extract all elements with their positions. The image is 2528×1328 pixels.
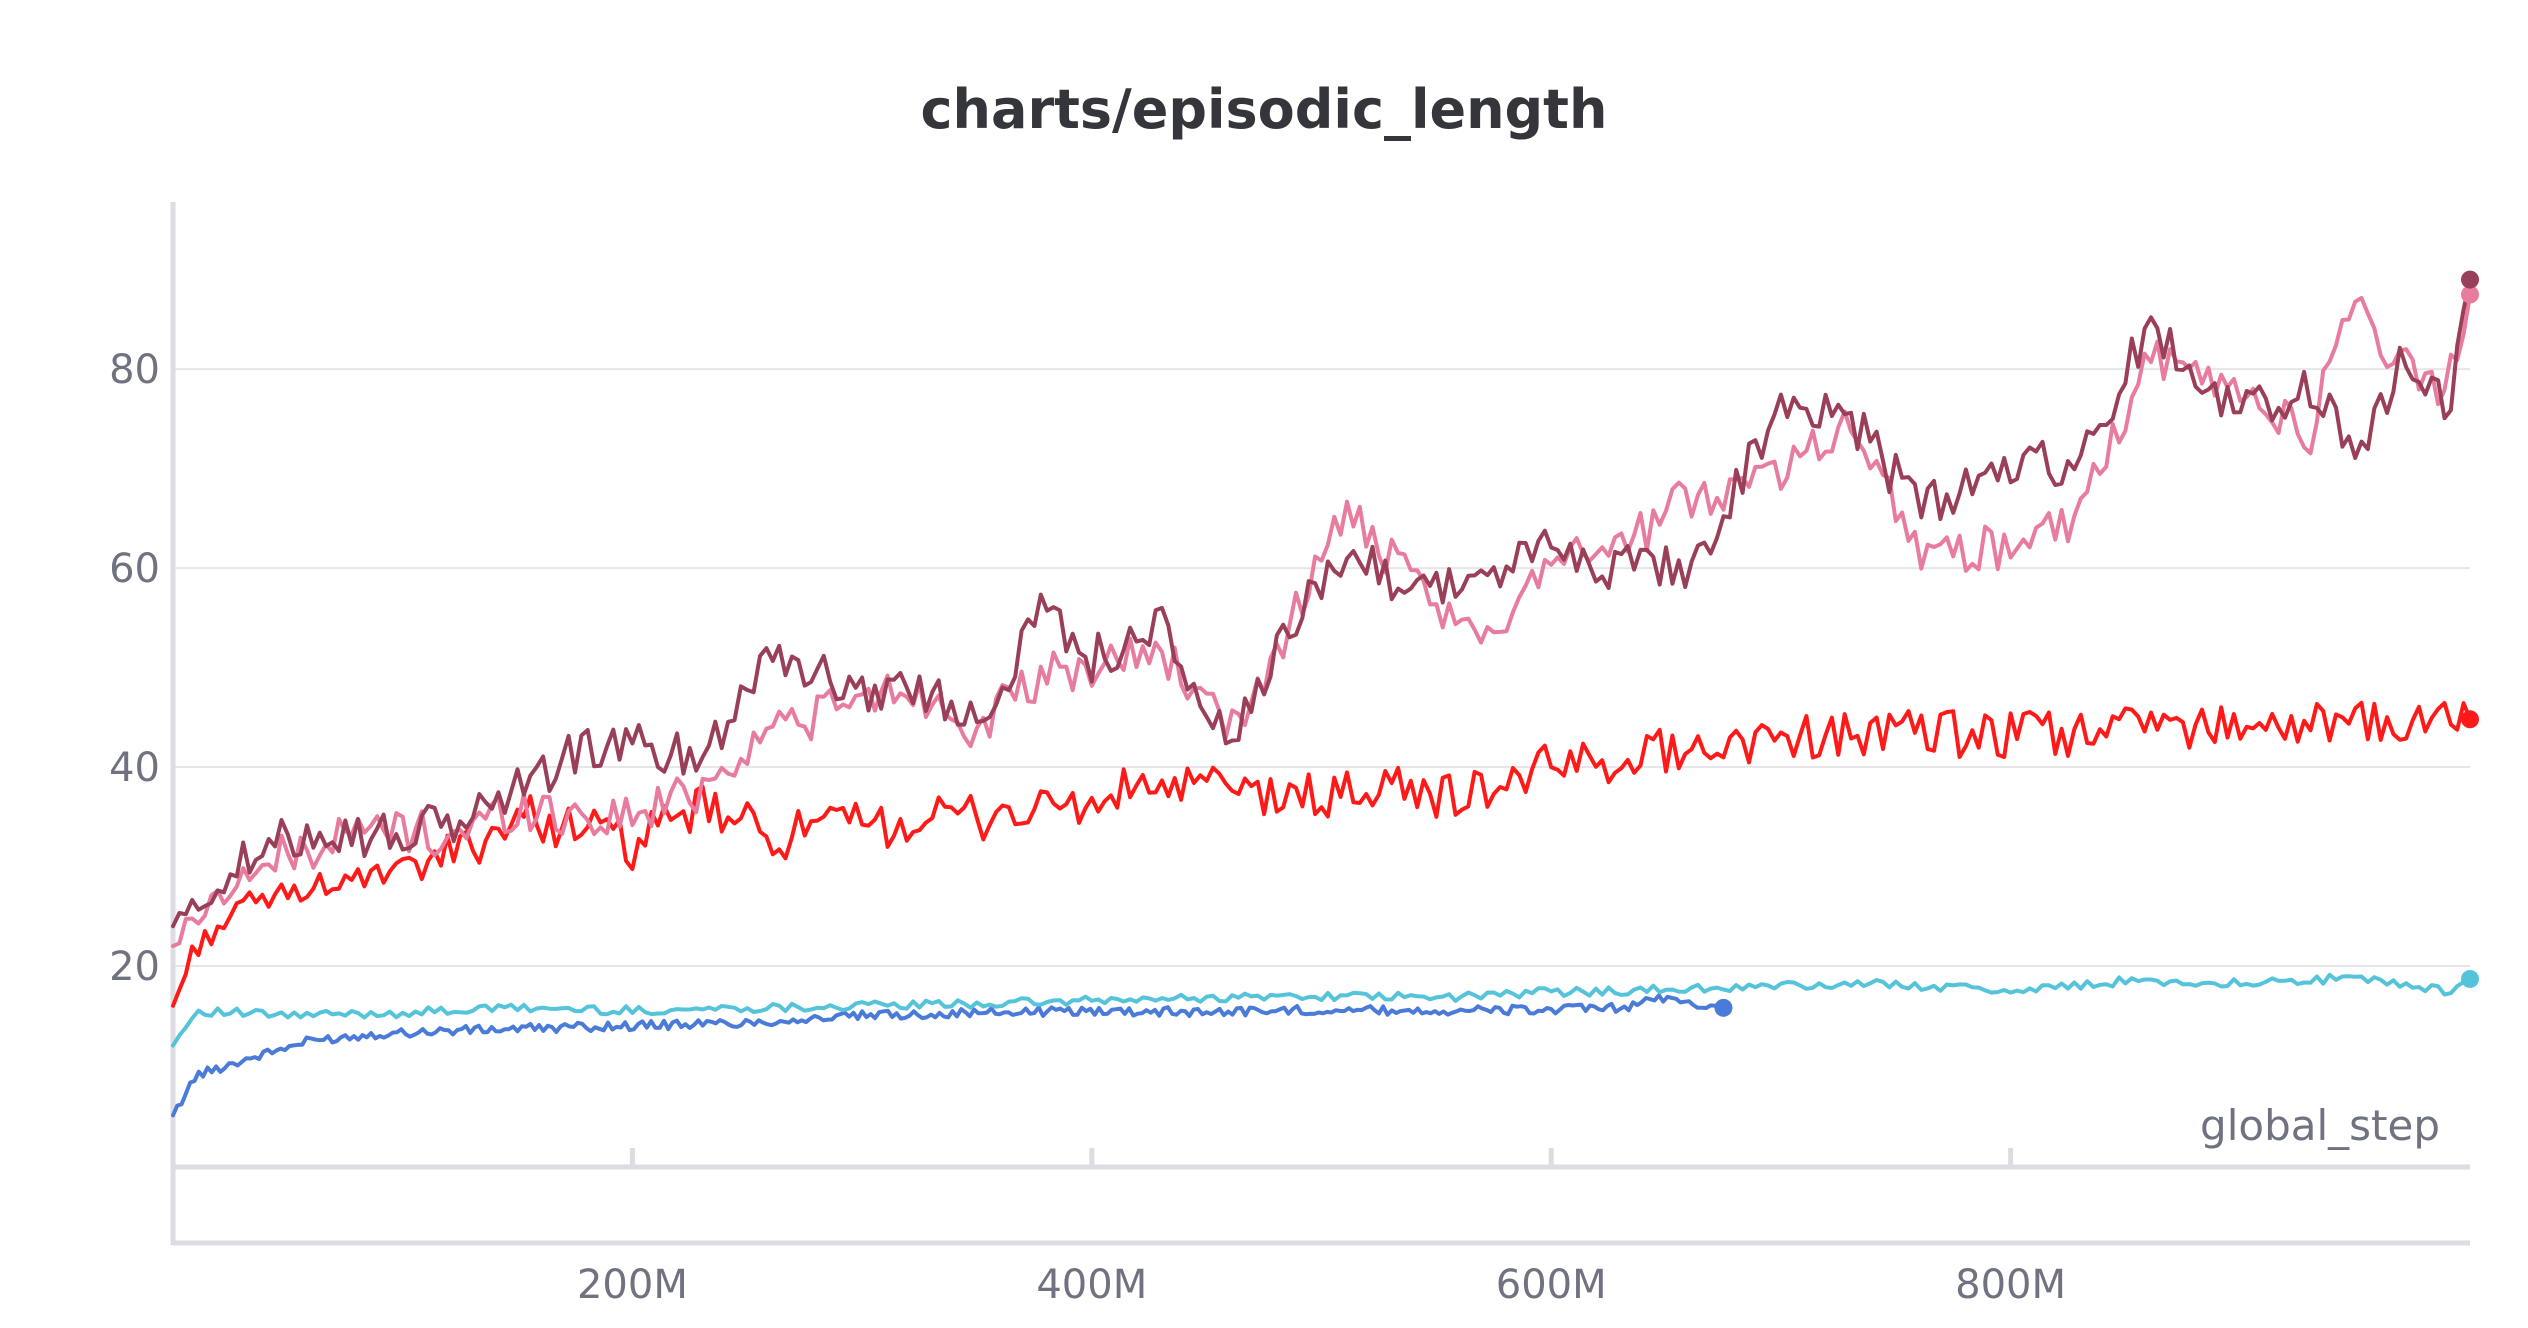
x-tick-label: 600M (1496, 1262, 1607, 1308)
series-endpoint-3 (2461, 710, 2479, 729)
y-tick-label: 20 (109, 944, 160, 990)
series-line-4 (171, 292, 2472, 949)
series-lines (171, 277, 2472, 1118)
x-axis-label: global_step (2200, 1101, 2440, 1150)
y-tick-label: 80 (109, 347, 160, 393)
series-line-2 (171, 972, 2472, 1048)
chart-title: charts/episodic_length (921, 78, 1608, 141)
series-endpoint-5 (2461, 270, 2479, 289)
series-endpoint-4 (2461, 285, 2479, 304)
series-line-5 (171, 277, 2472, 929)
series-endpoint-2 (2461, 969, 2479, 988)
series-endpoints (1714, 270, 2479, 1017)
series-line-3 (171, 700, 2472, 1008)
tick-labels: 20 40 60 80 200M 400M 600M 800M (109, 347, 2066, 1308)
x-tick-label: 200M (577, 1262, 688, 1308)
series-line-1 (171, 993, 1726, 1118)
x-tick-label: 400M (1036, 1262, 1147, 1308)
y-tick-label: 40 (109, 745, 160, 791)
x-tick-label: 800M (1955, 1262, 2066, 1308)
grid-lines (173, 368, 2470, 968)
y-tick-label: 60 (109, 546, 160, 592)
axes (170, 202, 2470, 1246)
series-endpoint-1 (1714, 998, 1733, 1017)
